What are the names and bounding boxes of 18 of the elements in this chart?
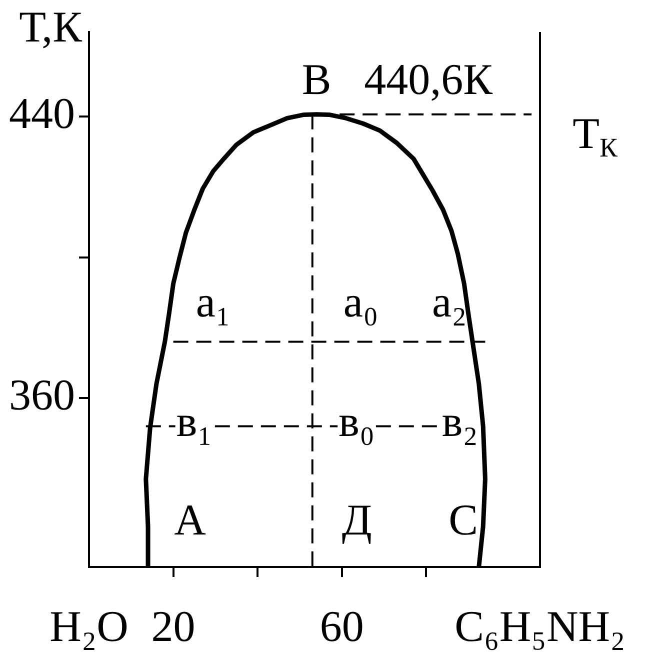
y-tick-label: 440: [9, 89, 75, 138]
annotation: в₂: [442, 396, 478, 446]
annotation: в₁: [176, 396, 212, 446]
x-tick-label: 60: [320, 602, 364, 651]
y-tick-label: 360: [9, 370, 75, 420]
annotation: а₀: [343, 277, 378, 326]
x-tick-label: H₂O: [50, 602, 128, 651]
x-tick-label: 20: [151, 602, 196, 651]
annotation: В: [302, 54, 332, 104]
annotation: а₁: [196, 277, 231, 326]
annotation: С: [448, 496, 478, 545]
annotation: А: [174, 496, 206, 545]
annotation: Д: [342, 496, 372, 545]
annotation: в₀: [338, 396, 375, 446]
annotation: а₂: [432, 277, 467, 326]
x-tick-label: C₆H₅NH₂: [454, 602, 626, 651]
annotation: 440,6К: [364, 54, 494, 104]
y-axis-title: Т,К: [19, 2, 83, 52]
